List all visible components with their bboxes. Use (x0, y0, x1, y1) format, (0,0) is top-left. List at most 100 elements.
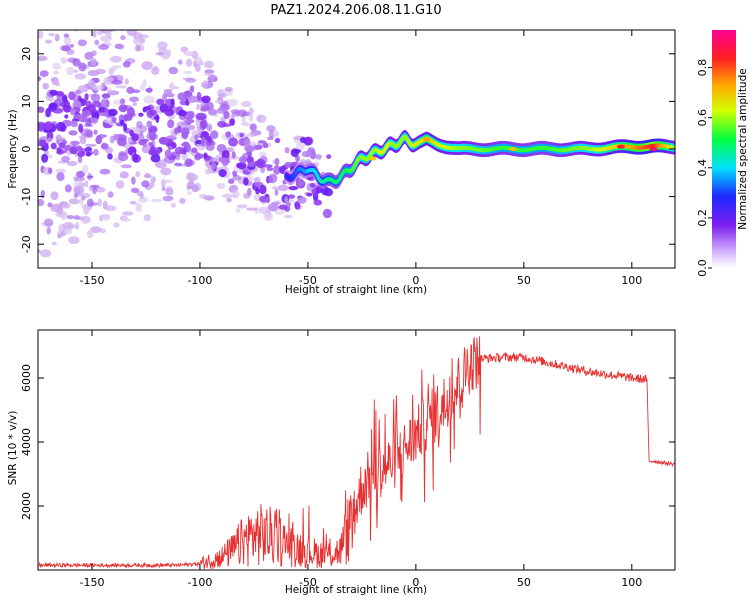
spectral-cell (260, 115, 266, 124)
spectral-cell (66, 160, 78, 167)
spectral-cell (196, 91, 202, 101)
spectral-cell (118, 85, 127, 89)
spectral-cell (218, 169, 227, 178)
spectral-cell (73, 193, 78, 199)
spectral-cell (191, 129, 203, 137)
spectral-cell (99, 168, 111, 175)
spectral-cell (45, 39, 53, 44)
ridge-peak (649, 147, 658, 151)
y-tick-label: 6000 (20, 364, 33, 392)
spectral-cell (207, 135, 212, 144)
spectral-cell (326, 154, 332, 160)
spectral-cell (231, 151, 236, 159)
x-tick-label: -150 (79, 274, 104, 287)
spectral-cell (78, 62, 87, 72)
spectral-cell (157, 41, 168, 50)
spectral-cell (203, 83, 209, 90)
spectral-cell (38, 198, 45, 207)
spectral-cell (38, 0, 45, 2)
spectral-cell (47, 13, 55, 18)
spectral-cell (210, 130, 219, 140)
spectral-cell (277, 184, 289, 191)
x-tick-label: -150 (79, 576, 104, 589)
spectral-cell (268, 175, 273, 184)
spectral-cell (179, 198, 186, 204)
spectral-cell (200, 105, 211, 111)
spectral-cell (248, 107, 254, 116)
spectral-cell (92, 185, 97, 195)
snr-x-label: Height of straight line (km) (285, 584, 427, 596)
spectral-cell (297, 196, 307, 204)
spectral-cell (91, 85, 104, 91)
spectral-cell (100, 98, 107, 109)
spectral-cell (272, 186, 278, 190)
colorbar: 0.0 0.2 0.4 0.6 0.8 Normalized spectral ampl… (696, 30, 749, 277)
spectral-cell (274, 189, 279, 196)
colorbar-tick-label: 0.4 (696, 159, 709, 177)
spectral-cell (148, 142, 154, 147)
spectral-cell (93, 148, 99, 156)
spectral-cell (235, 208, 241, 213)
spectral-cell (204, 69, 215, 74)
spectral-cell (84, 93, 89, 101)
y-tick-label: 20 (20, 47, 33, 61)
spectral-cell (135, 171, 141, 178)
spectral-cell (38, 106, 45, 113)
spectral-cell (287, 194, 296, 199)
spectral-cell (48, 167, 53, 174)
spectral-cell (203, 195, 215, 201)
spectral-cell (194, 63, 201, 72)
spectral-cell (185, 58, 193, 67)
spectral-cell (227, 98, 238, 107)
spectral-cell (76, 170, 86, 178)
spectral-cell (48, 102, 58, 111)
spectral-cell (68, 236, 80, 245)
spectral-cell (87, 175, 94, 179)
spectral-cell (141, 145, 151, 154)
colorbar-ticks: 0.0 0.2 0.4 0.6 0.8 (696, 59, 712, 277)
spectral-cell (131, 187, 139, 193)
spectral-cell (267, 203, 279, 212)
spectral-cell (107, 153, 113, 160)
spectral-cell (181, 100, 187, 105)
spectral-cell (189, 85, 195, 92)
spectral-cell (84, 51, 94, 60)
y-tick-label: 0 (20, 146, 33, 153)
spectral-cell (189, 185, 198, 190)
spectral-cell (267, 136, 274, 141)
spectral-cell (178, 59, 183, 65)
colorbar-tick-label: 0.2 (696, 209, 709, 227)
spectral-cell (187, 191, 192, 196)
spectral-cell (162, 55, 169, 60)
spectral-cell (248, 114, 254, 122)
spectral-cell (199, 119, 208, 130)
spectral-cell (288, 186, 299, 191)
spectral-cell (322, 208, 332, 219)
spectral-cell (95, 135, 102, 145)
x-tick-label: -50 (299, 576, 317, 589)
spectral-cell (143, 106, 151, 111)
spectral-cell (95, 68, 106, 75)
spectrogram-y-label: Frequency (Hz) (7, 109, 19, 188)
spectral-cell (95, 186, 106, 193)
spectral-cell (243, 177, 249, 186)
spectral-cell (262, 142, 269, 149)
spectral-cell (135, 44, 141, 52)
spectral-cell (229, 118, 236, 126)
spectral-cell (54, 81, 61, 87)
spectral-cell (208, 108, 218, 116)
spectral-cell (155, 52, 164, 56)
spectral-cell (105, 19, 111, 26)
spectral-cell (100, 213, 111, 221)
spectral-cell (139, 192, 144, 199)
spectral-cell (263, 164, 273, 168)
spectral-cell (85, 118, 92, 127)
spectral-cell (148, 149, 159, 156)
spectral-cell (131, 176, 136, 185)
spectral-cell (274, 158, 280, 166)
spectral-cell (39, 12, 43, 16)
spectral-cell (73, 215, 80, 220)
spectral-cell (138, 197, 149, 203)
spectral-cell (250, 132, 257, 137)
spectral-cell (39, 2, 51, 10)
